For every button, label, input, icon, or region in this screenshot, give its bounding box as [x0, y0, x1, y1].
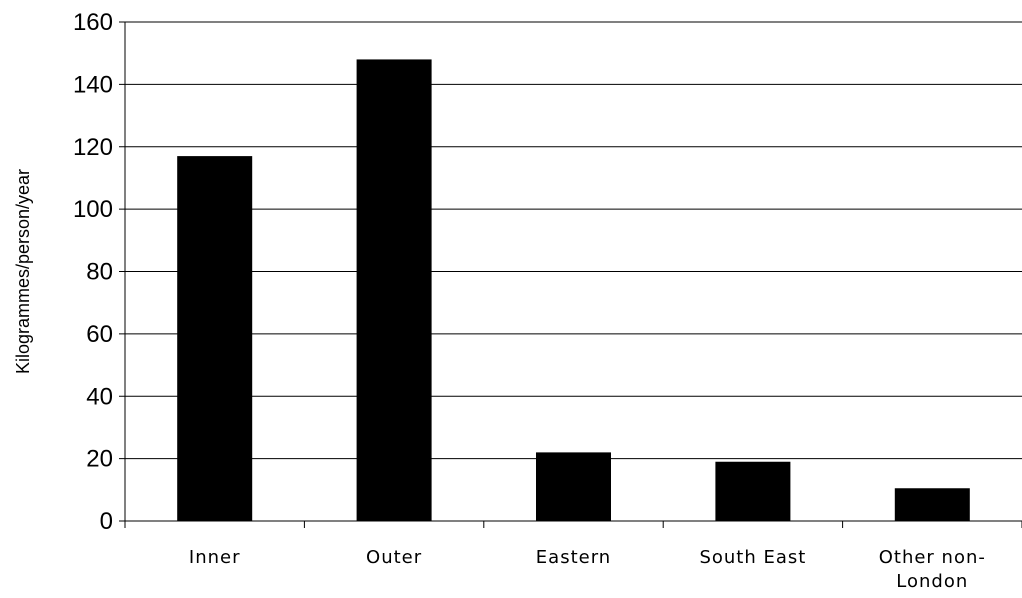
y-tick-label: 160	[73, 9, 113, 36]
bar-outer	[356, 59, 432, 522]
bar-south-east	[715, 461, 791, 521]
y-tick-labels: 0 20 40 60 80 100 120 140 160	[73, 9, 113, 535]
y-tick-label: 20	[86, 446, 113, 473]
x-tick-label-line: London	[896, 571, 968, 592]
x-tick-label: South East	[699, 547, 806, 568]
x-tick-label: Inner	[189, 547, 241, 568]
y-tick-label: 60	[86, 321, 113, 348]
y-tick-label: 140	[73, 71, 113, 98]
gridlines	[125, 21, 1022, 460]
x-tick-label-line: Inner	[189, 547, 241, 568]
bar-eastern	[536, 452, 611, 521]
bar-inner	[177, 156, 253, 521]
x-tick-label-line: Eastern	[536, 547, 611, 568]
x-tick-label: Other non- London	[879, 547, 986, 592]
y-tick-label: 0	[100, 508, 113, 535]
y-tick-label: 40	[86, 383, 113, 410]
x-tick-label-line: South East	[699, 547, 806, 568]
y-tick-label: 100	[73, 196, 113, 223]
x-tick-label-line: Outer	[366, 547, 422, 568]
x-tick-label-line: Other non-	[879, 547, 986, 568]
x-tick-label: Eastern	[536, 547, 611, 568]
y-axis-title: Kilogrammes/person/year	[13, 169, 33, 374]
bar-other-non-london	[894, 488, 970, 521]
bars	[177, 59, 970, 522]
axes	[119, 21, 1022, 528]
y-tick-label: 80	[86, 259, 113, 286]
x-tick-label: Outer	[366, 547, 422, 568]
x-tick-labels: Inner Outer Eastern South East Other non- Lon…	[189, 547, 986, 592]
y-tick-label: 120	[73, 134, 113, 161]
